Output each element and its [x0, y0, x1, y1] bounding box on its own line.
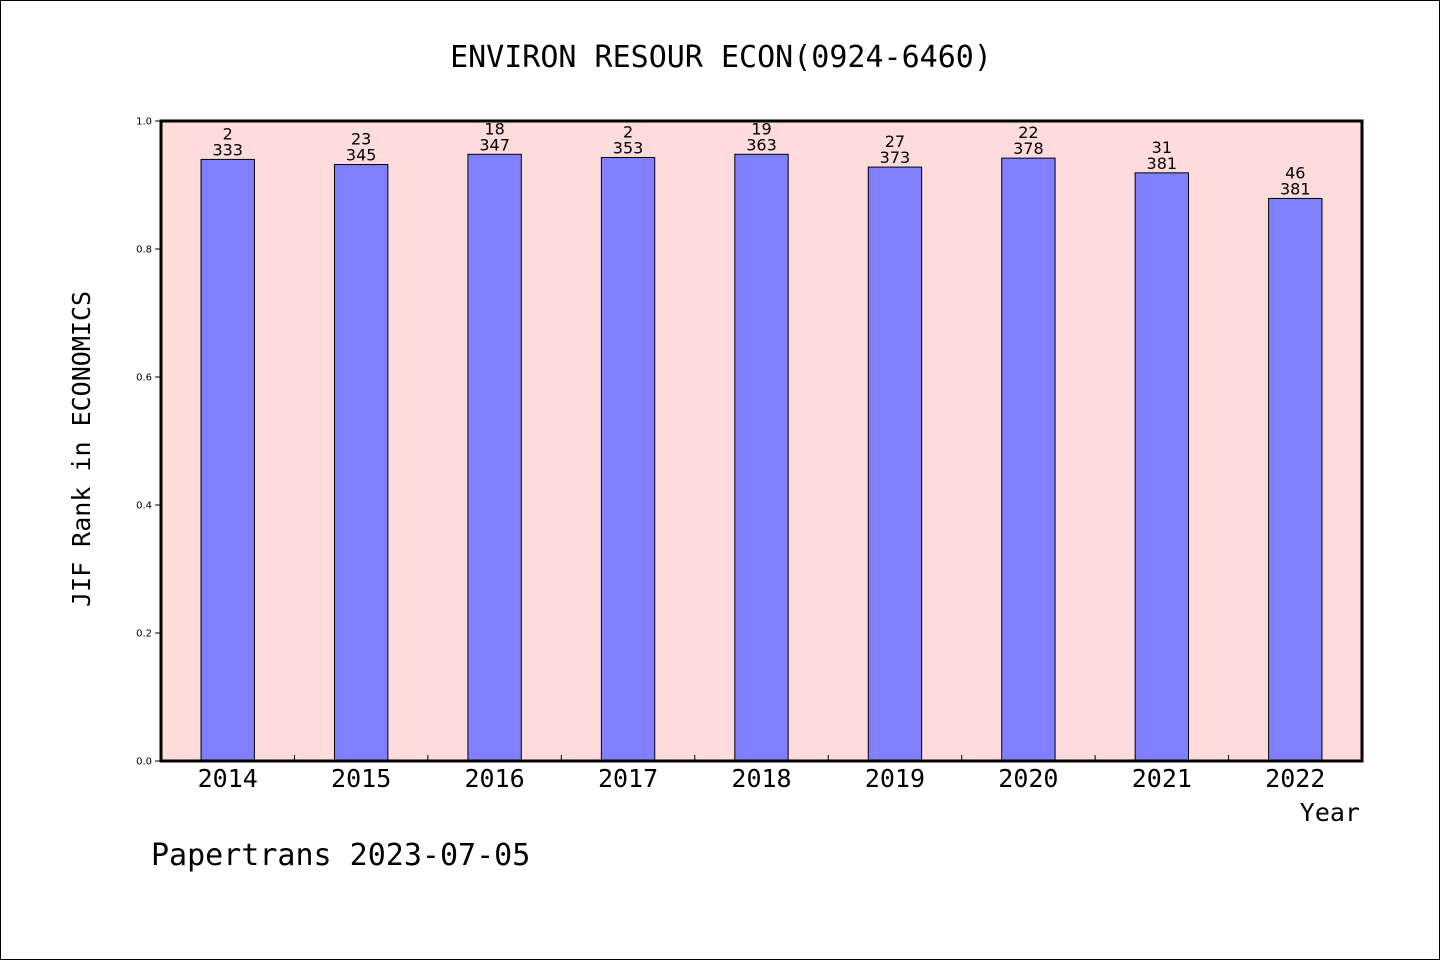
- bar-2022: [1268, 197, 1323, 762]
- bar-label-rank: 2: [223, 124, 233, 143]
- y-tick-label: 0.6: [136, 373, 152, 384]
- x-tick-label: 2018: [731, 764, 791, 793]
- bar-label-rank: 31: [1152, 138, 1172, 157]
- y-tick-label: 0.0: [136, 757, 152, 768]
- bar-2020: [1001, 157, 1056, 762]
- footer-date-stamp: Papertrans 2023-07-05: [151, 838, 530, 873]
- bar-label-rank: 46: [1285, 163, 1305, 182]
- bar-2014: [200, 158, 255, 762]
- bar-label-rank: 27: [885, 132, 905, 151]
- bar-label-rank: 19: [751, 119, 771, 138]
- x-tick-label: 2014: [198, 764, 258, 793]
- bar-label-rank: 23: [351, 130, 371, 149]
- bar-2016: [467, 153, 522, 762]
- bar-label-total: 363: [746, 135, 777, 154]
- x-tick-label: 2019: [865, 764, 925, 793]
- bar-label-total: 378: [1013, 139, 1044, 158]
- bar-label-total: 381: [1147, 154, 1178, 173]
- y-axis: 0.0 0.2 0.4 0.6 0.8 1.0: [136, 117, 161, 768]
- x-tick-label: 2021: [1132, 764, 1192, 793]
- bar-label-rank: 18: [484, 119, 504, 138]
- x-axis-title: Year: [1300, 798, 1360, 827]
- bar-label-rank: 22: [1018, 123, 1038, 142]
- x-tick-label: 2020: [998, 764, 1058, 793]
- y-tick-label: 0.2: [136, 629, 152, 640]
- chart-title: ENVIRON RESOUR ECON(0924-6460): [450, 40, 992, 75]
- bar-2017: [600, 156, 656, 762]
- y-tick-label: 1.0: [136, 117, 152, 128]
- y-tick-label: 0.4: [136, 501, 152, 512]
- bar-label-total: 347: [479, 135, 510, 154]
- bar-2015: [333, 164, 389, 762]
- bars-layer: [200, 153, 1323, 762]
- y-axis-title: JIF Rank in ECONOMICS: [67, 291, 96, 607]
- x-tick-label: 2022: [1265, 764, 1325, 793]
- y-tick-label: 0.8: [136, 245, 152, 256]
- bar-label-total: 333: [212, 140, 243, 159]
- bar-2019: [867, 166, 923, 762]
- bar-2018: [734, 153, 789, 762]
- plot-border: [159, 119, 1364, 763]
- bar-label-rank: 2: [623, 122, 633, 141]
- x-tick-label: 2017: [598, 764, 658, 793]
- bar-label-total: 373: [880, 148, 911, 167]
- x-tick-label: 2015: [331, 764, 391, 793]
- bar-label-total: 345: [346, 146, 377, 165]
- x-axis: 2014 2015 2016 2017 2018 2019 2020 2021 2022: [198, 755, 1325, 793]
- bar-label-total: 353: [613, 138, 644, 157]
- bar-label-total: 381: [1280, 179, 1311, 198]
- bar-2021: [1134, 172, 1190, 762]
- x-tick-label: 2016: [465, 764, 525, 793]
